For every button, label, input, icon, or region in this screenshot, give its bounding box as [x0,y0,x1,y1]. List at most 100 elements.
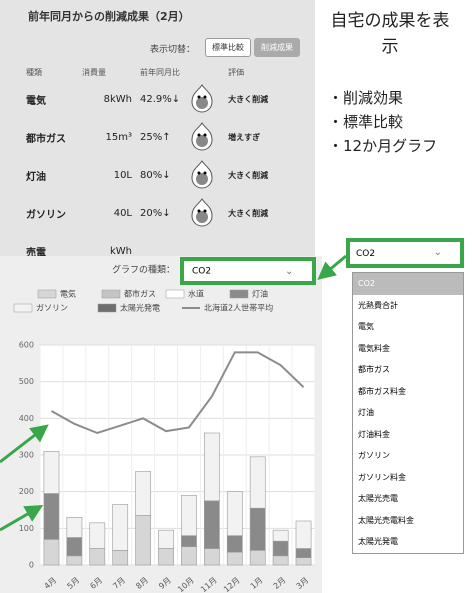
bullet: ・標準比較 [328,110,450,134]
bar-segment [67,556,82,565]
dropdown-option[interactable]: 太陽光売電 [353,488,463,510]
bar-segment [113,505,128,551]
bar-segment [273,530,288,541]
bar-segment [227,492,242,536]
select-highlight[interactable]: CO2 ⌄ [346,238,464,268]
bar-segment [273,541,288,556]
header-row: 種類消費量前年同月比 評価 [22,64,272,80]
select-label: グラフの種類： [112,264,175,276]
arrow [322,256,346,276]
y-tick-label: 100 [19,524,34,533]
table-cell: 大きく削減 [224,80,272,118]
y-tick-label: 0 [29,561,34,570]
dropdown-option[interactable]: 都市ガス料金 [353,381,463,403]
bar-segment [181,495,196,535]
face [184,118,224,156]
bar-segment [204,433,219,501]
table-cell: 電気 [22,80,78,118]
dropdown-option[interactable]: 太陽光発電 [353,531,463,553]
table-header: 評価 [224,64,272,80]
dropdown-option[interactable]: CO2 [353,273,463,295]
table-cell: 10L [78,156,136,194]
bar-segment [67,538,82,556]
bar-segment [181,547,196,565]
legend-label: 灯油 [252,289,268,299]
y-tick-label: 400 [19,414,34,423]
bar-segment [296,521,311,549]
legend-swatch [38,290,56,298]
bar-segment [204,501,219,549]
legend-swatch [102,290,120,298]
bar-segment [44,539,59,565]
table-cell: 都市ガス [22,118,78,156]
table-cell: 25%↑ [136,118,184,156]
bar-segment [296,558,311,565]
bullet: ・12か月グラフ [328,134,450,158]
table-cell: 40L [78,194,136,232]
table-cell: 灯油 [22,156,78,194]
table-header: 消費量 [78,64,136,80]
bar-segment [136,472,151,516]
bar-segment [204,549,219,566]
bar-segment [67,517,82,537]
button[interactable]: 削減成果 [254,38,300,57]
face [184,156,224,194]
legend-label: 水道 [188,289,204,299]
bar-segment [227,552,242,565]
mascot-icon [188,121,216,151]
legend-swatch [166,290,184,298]
bar-segment [250,457,265,508]
face [184,80,224,118]
panel-title: 前年同月からの削減成果（2月） [28,8,190,24]
bar-segment [158,530,173,548]
dropdown-option[interactable]: 灯油 [353,402,463,424]
bar-segment [90,523,105,549]
y-tick-label: 500 [19,377,34,386]
bullet: ・削減効果 [328,86,450,110]
button[interactable]: 標準比較 [205,38,251,57]
dropdown-option[interactable]: 電気料金 [353,338,463,360]
mascot-icon [188,197,216,227]
dropdown-list: CO2光熱費合計電気電気料金都市ガス都市ガス料金灯油灯油料金ガソリンガソリン料金… [352,272,464,554]
bar-segment [273,556,288,565]
dropdown-option[interactable]: 太陽光売電料金 [353,510,463,532]
dropdown-option[interactable]: ガソリン [353,445,463,467]
bar-segment [90,549,105,566]
table-cell: 80%↓ [136,156,184,194]
bar-segment [136,516,151,566]
legend-swatch [14,304,32,312]
table-header: 種類 [22,64,78,80]
dropdown-option[interactable]: 電気 [353,316,463,338]
bar-segment [250,508,265,550]
table-cell: 8kWh [78,80,136,118]
table-header: 前年同月比 [136,64,184,80]
table-cell: ガソリン [22,194,78,232]
page: 前年同月からの削減成果（2月） 表示切替： 標準比較 削減成果 種類消費量前年同… [0,0,472,593]
chevron: ⌄ [434,247,442,258]
chart: グラフの種類： CO2 ⌄ 0100200300400500600電気都市ガス水… [0,256,322,593]
dropdown-option[interactable]: 灯油料金 [353,424,463,446]
table-row: 電気8kWh42.9%↓ 大きく削減 [22,80,272,118]
dropdown-option[interactable]: 都市ガス [353,359,463,381]
table-cell: 大きく削減 [224,194,272,232]
legend-swatch [98,304,116,312]
sidebar: 自宅の成果を表示 ・削減効果 ・標準比較 ・12か月グラフ [330,8,450,158]
results-panel: 前年同月からの削減成果（2月） 表示切替： 標準比較 削減成果 種類消費量前年同… [0,0,315,256]
y-tick-label: 200 [19,487,34,496]
bar-segment [227,536,242,553]
bar-segment [181,536,196,547]
legend-label: 太陽光発電 [120,303,160,313]
legend-label: 都市ガス [124,289,156,299]
legend-label: ガソリン [36,303,68,313]
select-value: CO2 [356,249,375,259]
bar-segment [44,451,59,493]
dropdown-option[interactable]: ガソリン料金 [353,467,463,489]
bar-segment [113,550,128,565]
table-cell: 42.9%↓ [136,80,184,118]
dropdown-option[interactable]: 光熱費合計 [353,295,463,317]
legend-swatch [230,290,248,298]
switch-label: 表示切替： [150,42,195,55]
legend-label: 北海道2人世帯平均 [204,303,273,313]
